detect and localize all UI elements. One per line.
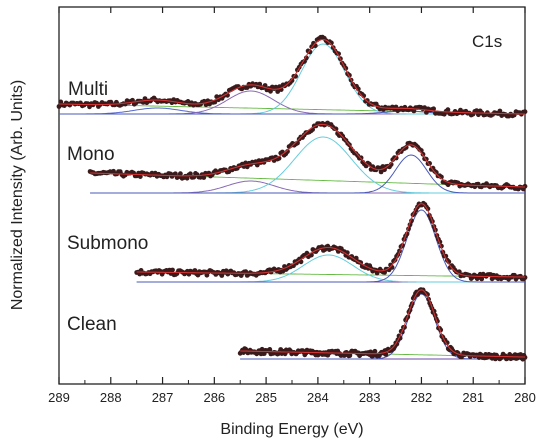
- trace-multi: Multi: [56, 34, 528, 119]
- data-point: [336, 51, 341, 57]
- x-tick-label-288: 288: [100, 390, 122, 405]
- x-tick-label-289: 289: [48, 390, 70, 405]
- trace-label-mono: Mono: [67, 144, 115, 165]
- data-point: [289, 78, 295, 83]
- component-submono-282: [136, 209, 525, 283]
- data-point: [137, 174, 143, 180]
- data-point: [427, 161, 432, 166]
- data-point: [268, 88, 273, 94]
- data-point: [173, 171, 178, 177]
- data-point: [383, 352, 389, 357]
- x-axis-title: Binding Energy (eV): [220, 421, 363, 438]
- data-point: [201, 175, 207, 180]
- data-points-multi: [56, 34, 528, 119]
- data-point: [474, 108, 479, 113]
- x-tick-label-281: 281: [462, 390, 484, 405]
- trace-submono: Submono: [67, 200, 528, 283]
- data-point: [378, 169, 384, 175]
- data-point: [522, 183, 528, 189]
- data-point: [394, 341, 400, 347]
- envelope-clean: [240, 289, 525, 358]
- data-point: [388, 162, 394, 167]
- x-tick-label-284: 284: [307, 390, 329, 405]
- component-mono-282_2: [90, 154, 525, 194]
- x-tick-label-285: 285: [255, 390, 277, 405]
- data-point: [219, 273, 225, 278]
- data-point: [275, 89, 281, 94]
- data-point: [273, 84, 279, 90]
- data-point: [372, 348, 378, 354]
- x-ticks-layer: 289 288 287 286 285 284 283 282 281 280: [48, 7, 536, 405]
- y-axis-title: Normalized Intensity (Arb. Units): [9, 80, 26, 310]
- plot-frame: [58, 6, 526, 385]
- data-point: [479, 276, 485, 282]
- data-point: [431, 106, 436, 112]
- data-point: [188, 171, 193, 177]
- data-point: [285, 149, 290, 154]
- data-point: [422, 105, 427, 110]
- x-tick-label-282: 282: [411, 390, 433, 405]
- envelope-mono: [90, 123, 525, 188]
- data-point: [178, 171, 183, 177]
- data-point: [142, 96, 148, 101]
- data-point: [307, 49, 313, 55]
- data-point: [522, 109, 528, 115]
- data-point: [170, 267, 175, 273]
- x-tick-label-280: 280: [514, 390, 536, 405]
- x-tick-label-283: 283: [359, 390, 381, 405]
- data-point: [56, 104, 62, 109]
- data-point: [497, 108, 503, 114]
- x-tick-label-287: 287: [152, 390, 174, 405]
- panel-label: C1s: [472, 32, 502, 51]
- trace-label-submono: Submono: [67, 233, 148, 254]
- trace-label-clean: Clean: [67, 314, 117, 335]
- data-point: [393, 155, 399, 161]
- envelope-multi: [59, 38, 525, 115]
- trace-label-multi: Multi: [68, 79, 108, 100]
- data-points-clean: [237, 287, 528, 362]
- trace-clean: Clean: [67, 287, 528, 362]
- trace-mono: Mono: [67, 120, 528, 194]
- traces-layer: Multi Mono Submono Clean: [56, 34, 528, 362]
- envelope-submono: [136, 203, 525, 278]
- x-tick-label-286: 286: [203, 390, 225, 405]
- data-point: [254, 162, 260, 168]
- data-point: [445, 107, 451, 113]
- data-point: [267, 347, 273, 352]
- data-points-submono: [134, 200, 528, 282]
